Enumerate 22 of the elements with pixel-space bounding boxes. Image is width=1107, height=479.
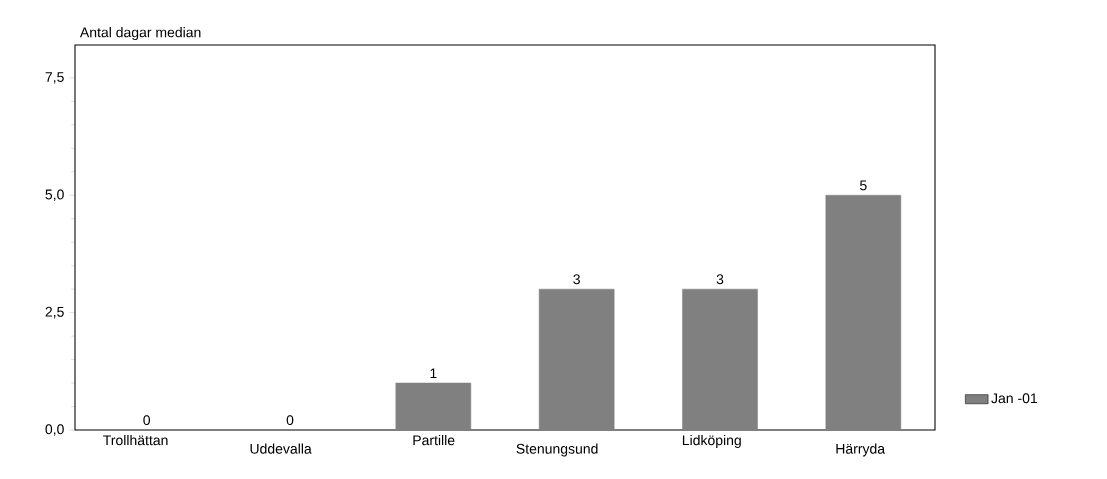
x-tick-label: Lidköping — [682, 434, 741, 448]
x-tick-label: Uddevalla — [250, 443, 312, 454]
bar — [825, 194, 902, 431]
y-tick-label: 5,0 — [45, 189, 64, 202]
data-label: 3 — [716, 274, 724, 285]
x-tick-label: Trollhättan — [103, 434, 168, 446]
x-tick-label: Härryda — [836, 443, 886, 457]
bar — [682, 288, 758, 431]
data-label: 5 — [860, 180, 867, 191]
y-tick-label: 2,5 — [45, 306, 64, 319]
y-axis-title: Antal dagar median — [79, 27, 201, 41]
y-tick-label: 7,5 — [45, 72, 64, 84]
data-label: 3 — [573, 274, 580, 285]
bar — [395, 382, 472, 431]
data-label: 0 — [286, 415, 294, 426]
bar — [538, 288, 615, 431]
x-tick-label: Stenungsund — [516, 443, 598, 457]
data-label: 1 — [430, 368, 437, 379]
legend-label: Jan -01 — [991, 393, 1038, 404]
x-tick-label: Partille — [413, 434, 455, 446]
y-tick-label: 0,0 — [45, 424, 64, 436]
data-label: 0 — [143, 415, 151, 426]
